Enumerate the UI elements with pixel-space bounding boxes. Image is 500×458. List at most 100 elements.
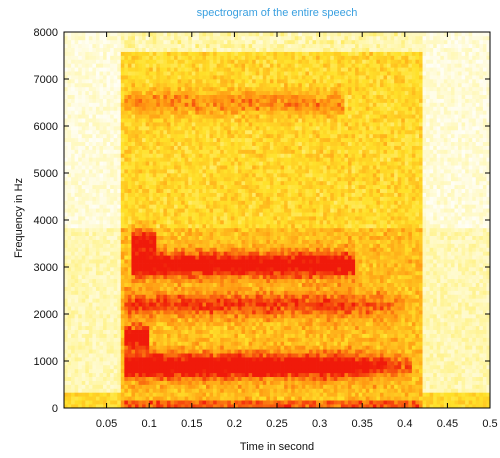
heatmap-cell: [198, 59, 203, 64]
heatmap-cell: [152, 341, 157, 346]
heatmap-cell: [149, 75, 154, 80]
heatmap-cell: [64, 141, 68, 146]
heatmap-cell: [78, 310, 83, 315]
heatmap-cell: [103, 82, 107, 88]
heatmap-cell: [177, 231, 182, 237]
heatmap-cell: [78, 361, 83, 366]
heatmap-cell: [124, 294, 129, 299]
heatmap-cell: [124, 259, 129, 264]
heatmap-cell: [127, 55, 132, 60]
heatmap-cell: [209, 208, 214, 213]
heatmap-cell: [191, 90, 196, 96]
heatmap-cell: [241, 357, 246, 362]
heatmap-cell: [145, 165, 150, 170]
heatmap-cell: [85, 106, 90, 111]
heatmap-cell: [159, 82, 164, 88]
heatmap-cell: [166, 220, 171, 225]
heatmap-cell: [234, 310, 239, 315]
heatmap-cell: [184, 137, 189, 143]
heatmap-cell: [241, 180, 246, 186]
heatmap-cell: [78, 329, 83, 334]
heatmap-cell: [120, 98, 125, 103]
heatmap-cell: [209, 220, 214, 225]
heatmap-cell: [149, 63, 154, 68]
heatmap-cell: [202, 196, 207, 201]
heatmap-cell: [152, 259, 157, 264]
heatmap-cell: [138, 321, 143, 327]
heatmap-cell: [234, 208, 239, 213]
heatmap-cell: [241, 55, 246, 60]
heatmap-cell: [156, 333, 161, 338]
heatmap-cell: [223, 243, 228, 248]
heatmap-cell: [227, 184, 232, 190]
heatmap-cell: [67, 149, 72, 154]
heatmap-cell: [64, 188, 68, 193]
heatmap-cell: [81, 270, 86, 276]
heatmap-cell: [131, 176, 136, 182]
heatmap-cell: [117, 380, 122, 385]
heatmap-cell: [177, 270, 182, 276]
heatmap-cell: [245, 176, 249, 182]
heatmap-cell: [166, 153, 171, 158]
heatmap-cell: [230, 353, 235, 358]
heatmap-cell: [184, 145, 189, 150]
heatmap-cell: [163, 153, 168, 158]
heatmap-cell: [181, 270, 186, 276]
heatmap-cell: [113, 333, 118, 338]
heatmap-cell: [216, 98, 221, 103]
heatmap-cell: [142, 396, 146, 401]
heatmap-cell: [113, 173, 118, 178]
heatmap-cell: [152, 349, 157, 354]
heatmap-cell: [181, 55, 186, 60]
heatmap-cell: [120, 404, 125, 409]
heatmap-cell: [78, 133, 83, 139]
heatmap-cell: [67, 192, 72, 197]
heatmap-cell: [106, 196, 111, 201]
heatmap-cell: [135, 161, 139, 166]
heatmap-cell: [120, 63, 125, 68]
heatmap-cell: [181, 94, 186, 99]
heatmap-cell: [103, 380, 107, 385]
heatmap-cell: [220, 47, 225, 52]
heatmap-cell: [138, 133, 143, 139]
heatmap-cell: [223, 353, 228, 358]
heatmap-cell: [74, 98, 79, 103]
heatmap-cell: [106, 345, 111, 350]
heatmap-cell: [163, 165, 168, 170]
heatmap-cell: [202, 251, 207, 256]
heatmap-cell: [202, 149, 207, 154]
heatmap-cell: [103, 235, 107, 240]
heatmap-cell: [142, 122, 146, 127]
heatmap-cell: [227, 118, 232, 123]
heatmap-cell: [177, 376, 182, 381]
heatmap-cell: [230, 333, 235, 338]
heatmap-cell: [220, 35, 225, 41]
heatmap-cell: [209, 227, 214, 233]
heatmap-cell: [170, 321, 175, 327]
heatmap-cell: [149, 290, 154, 295]
heatmap-cell: [209, 75, 214, 80]
heatmap-cell: [120, 247, 125, 252]
heatmap-cell: [170, 129, 175, 135]
heatmap-cell: [202, 263, 207, 268]
heatmap-cell: [245, 317, 249, 323]
heatmap-cell: [103, 126, 107, 131]
heatmap-cell: [220, 368, 225, 374]
heatmap-cell: [177, 325, 182, 331]
heatmap-cell: [71, 239, 75, 244]
heatmap-cell: [71, 247, 75, 252]
heatmap-cell: [110, 361, 115, 366]
heatmap-cell: [88, 220, 93, 225]
heatmap-cell: [213, 388, 217, 393]
heatmap-cell: [64, 200, 68, 205]
heatmap-cell: [237, 129, 242, 135]
heatmap-cell: [152, 106, 157, 111]
heatmap-cell: [71, 251, 75, 256]
heatmap-cell: [138, 317, 143, 323]
heatmap-cell: [74, 321, 79, 327]
heatmap-cell: [99, 126, 104, 131]
heatmap-cell: [145, 133, 150, 139]
heatmap-cell: [184, 114, 189, 119]
heatmap-cell: [131, 400, 136, 405]
heatmap-cell: [237, 270, 242, 276]
